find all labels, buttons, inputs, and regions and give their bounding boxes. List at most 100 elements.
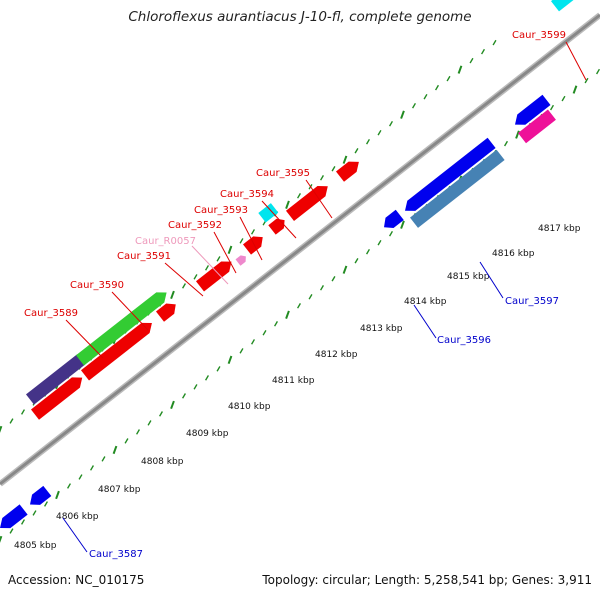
outer-tick-mark [170, 290, 175, 300]
steel-feature [409, 149, 505, 228]
inner-tick-mark [503, 140, 509, 147]
inner-tick-mark [388, 230, 394, 237]
outer-tick-mark [181, 283, 187, 289]
inner-tick-mark [227, 355, 233, 365]
reverse-gene-label: Caur_3596 [437, 335, 491, 346]
inner-tick-mark [273, 321, 279, 327]
inner-tick-mark [308, 294, 313, 300]
inner-tick-mark [331, 276, 336, 282]
reverse-gene [384, 209, 404, 229]
forward-gene-label: Caur_3594 [220, 189, 274, 200]
purple-feature-shape [25, 354, 86, 405]
genome-summary-text: Topology: circular; Length: 5,258,541 bp… [262, 573, 592, 587]
reverse-gene-label: Caur_3587 [89, 549, 143, 560]
inner-tick-mark [204, 375, 210, 381]
gene-label-leader [565, 41, 587, 81]
rna-gene-shape [235, 255, 246, 266]
gene-label-leader [261, 200, 297, 239]
outer-tick-mark [342, 155, 348, 164]
forward-gene-label: Caur_3595 [256, 168, 310, 179]
outer-tick-mark [354, 147, 359, 154]
kbp-tick-label: 4816 kbp [492, 249, 535, 259]
forward-gene-label: Caur_3590 [70, 280, 124, 291]
inner-tick-mark [239, 348, 244, 354]
outer-tick-mark [411, 102, 417, 109]
rna-gene [235, 255, 246, 266]
outer-tick-mark [239, 238, 244, 244]
outer-tick-mark [193, 274, 198, 280]
inner-tick-mark [135, 429, 141, 435]
purple-feature [25, 354, 86, 405]
reverse-gene-label: Caur_3597 [505, 296, 559, 307]
kbp-tick-label: 4811 kbp [272, 376, 315, 386]
gene-label-leader [191, 245, 229, 285]
outer-tick-mark [285, 200, 290, 209]
kbp-tick-label: 4817 kbp [538, 224, 581, 234]
forward-gene [195, 261, 232, 292]
inner-tick-mark [365, 248, 371, 255]
forward-gene-label: Caur_3599 [512, 30, 566, 41]
forward-gene [242, 236, 263, 255]
inner-tick-mark [9, 528, 14, 534]
outer-tick-mark [0, 425, 3, 433]
inner-tick-mark [342, 265, 348, 274]
gene-label-leader [305, 179, 333, 219]
outer-tick-mark [434, 84, 440, 91]
inner-tick-mark [354, 257, 359, 264]
inner-tick-mark [319, 285, 325, 291]
inner-tick-mark [78, 474, 83, 480]
reverse-gene-shape [0, 504, 28, 529]
inner-tick-mark [193, 384, 198, 390]
cyan-feature-shape [258, 203, 279, 223]
forward-gene [80, 322, 152, 381]
inner-tick-mark [549, 104, 555, 111]
inner-tick-mark [66, 483, 72, 489]
kbp-tick-label: 4808 kbp [141, 457, 184, 467]
inner-tick-mark [400, 220, 405, 229]
inner-tick-mark [561, 95, 566, 102]
forward-gene-label: Caur_3592 [168, 220, 222, 231]
inner-tick-mark [262, 330, 267, 336]
rna-gene-label: Caur_R0057 [135, 236, 196, 247]
inner-tick-mark [124, 438, 129, 444]
outer-tick-mark [296, 193, 302, 199]
magenta-feature-shape [517, 109, 556, 144]
forward-gene-label: Caur_3593 [194, 205, 248, 216]
gene-label-leader [111, 291, 149, 331]
outer-tick-mark [216, 256, 221, 262]
forward-gene [268, 218, 285, 235]
kbp-tick-label: 4805 kbp [14, 541, 57, 551]
inner-tick-mark [572, 85, 578, 94]
inner-tick-mark [89, 465, 95, 471]
outer-tick-mark [400, 110, 405, 119]
reverse-gene-shape [405, 137, 496, 211]
gene-label-leader [239, 216, 263, 261]
inner-tick-mark [32, 510, 37, 516]
forward-gene-label: Caur_3591 [117, 251, 171, 262]
outer-tick-mark [377, 129, 382, 136]
inner-tick-mark [377, 239, 382, 246]
inner-tick-mark [584, 77, 589, 84]
inner-tick-mark [112, 445, 118, 455]
outer-tick-mark [9, 418, 14, 424]
backbone-line [0, 13, 600, 486]
forward-gene-label: Caur_3589 [24, 308, 78, 319]
kbp-tick-label: 4813 kbp [360, 324, 403, 334]
forward-gene [30, 377, 83, 420]
gene-label-leader [62, 517, 88, 553]
inner-tick-mark [181, 393, 187, 399]
forward-gene-shape [155, 303, 176, 322]
forward-gene-shape [80, 322, 152, 381]
outer-tick-mark [365, 138, 371, 145]
outer-tick-mark [20, 409, 26, 415]
outer-tick-mark [331, 166, 336, 172]
reverse-gene-shape [384, 209, 404, 229]
forward-gene [335, 161, 359, 182]
inner-tick-mark [55, 490, 60, 500]
forward-gene-shape [268, 218, 285, 235]
forward-gene-shape [195, 261, 232, 292]
outer-tick-mark [388, 120, 394, 127]
inner-tick-mark [595, 68, 600, 75]
cyan-feature [258, 203, 279, 223]
